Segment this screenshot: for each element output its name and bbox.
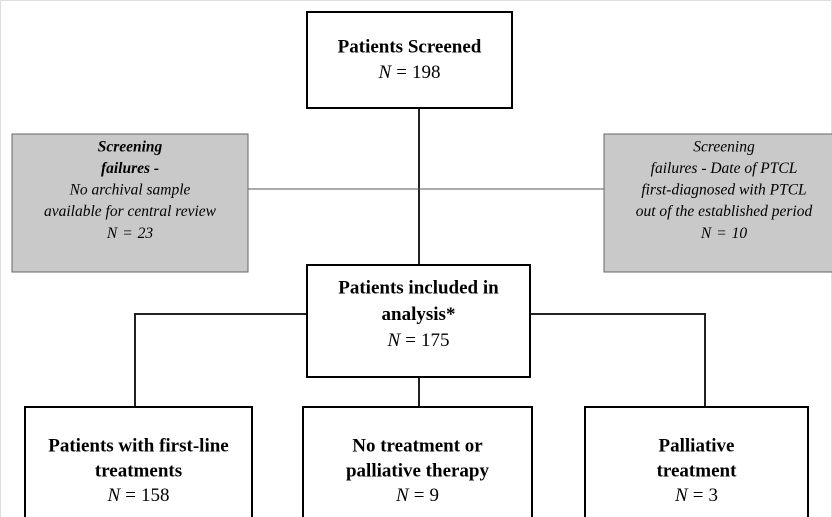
count: N = 3 bbox=[674, 485, 718, 506]
box bbox=[603, 133, 832, 273]
box-text: out of the established period bbox=[636, 203, 813, 220]
count-relation: = bbox=[396, 62, 407, 83]
count-relation: = bbox=[405, 330, 416, 351]
box-text: Screening bbox=[98, 139, 163, 156]
box-text: treatment bbox=[657, 460, 738, 481]
count: N = 23 bbox=[106, 225, 154, 242]
count-value: 9 bbox=[429, 485, 439, 506]
box-text: palliative therapy bbox=[346, 460, 490, 481]
box-text: Palliative bbox=[659, 435, 735, 456]
count: N = 9 bbox=[395, 485, 439, 506]
connector bbox=[530, 313, 706, 407]
count-relation: = bbox=[125, 485, 136, 506]
box-text: No archival sample bbox=[69, 182, 191, 199]
count: N = 158 bbox=[107, 485, 170, 506]
box-text: analysis* bbox=[382, 304, 456, 325]
box-text: No treatment or bbox=[352, 435, 483, 456]
count-relation: = bbox=[693, 485, 704, 506]
box bbox=[306, 11, 513, 109]
box bbox=[24, 406, 253, 517]
count-symbol: N bbox=[107, 485, 122, 506]
count-value: 10 bbox=[732, 225, 748, 242]
count-value: 23 bbox=[138, 225, 154, 242]
count-symbol: N bbox=[387, 330, 402, 351]
count: N = 198 bbox=[378, 62, 441, 83]
box-text: Screening bbox=[693, 139, 755, 156]
count-value: 158 bbox=[141, 485, 170, 506]
count-symbol: N bbox=[395, 485, 410, 506]
count-value: 198 bbox=[412, 62, 441, 83]
box bbox=[11, 133, 249, 273]
count-symbol: N bbox=[700, 225, 713, 242]
box-text: Patients Screened bbox=[338, 36, 482, 57]
box-text: failures - Date of PTCL bbox=[651, 160, 798, 177]
count-relation: = bbox=[122, 225, 132, 242]
count: N = 10 bbox=[700, 225, 748, 242]
connector bbox=[134, 313, 307, 407]
box bbox=[584, 406, 809, 517]
box-text: available for central review bbox=[44, 203, 217, 220]
count-symbol: N bbox=[378, 62, 393, 83]
box bbox=[306, 264, 531, 378]
box bbox=[302, 406, 533, 517]
count: N = 175 bbox=[387, 330, 450, 351]
box-text: failures - bbox=[101, 160, 159, 177]
count-symbol: N bbox=[106, 225, 119, 242]
box-text: Patients included in bbox=[338, 277, 499, 298]
box-text: first-diagnosed with PTCL bbox=[641, 182, 806, 199]
count-value: 3 bbox=[708, 485, 718, 506]
count-value: 175 bbox=[421, 330, 450, 351]
count-relation: = bbox=[414, 485, 425, 506]
count-symbol: N bbox=[674, 485, 689, 506]
box-text: treatments bbox=[95, 460, 182, 481]
count-relation: = bbox=[716, 225, 726, 242]
box-text: Patients with first-line bbox=[48, 435, 228, 456]
